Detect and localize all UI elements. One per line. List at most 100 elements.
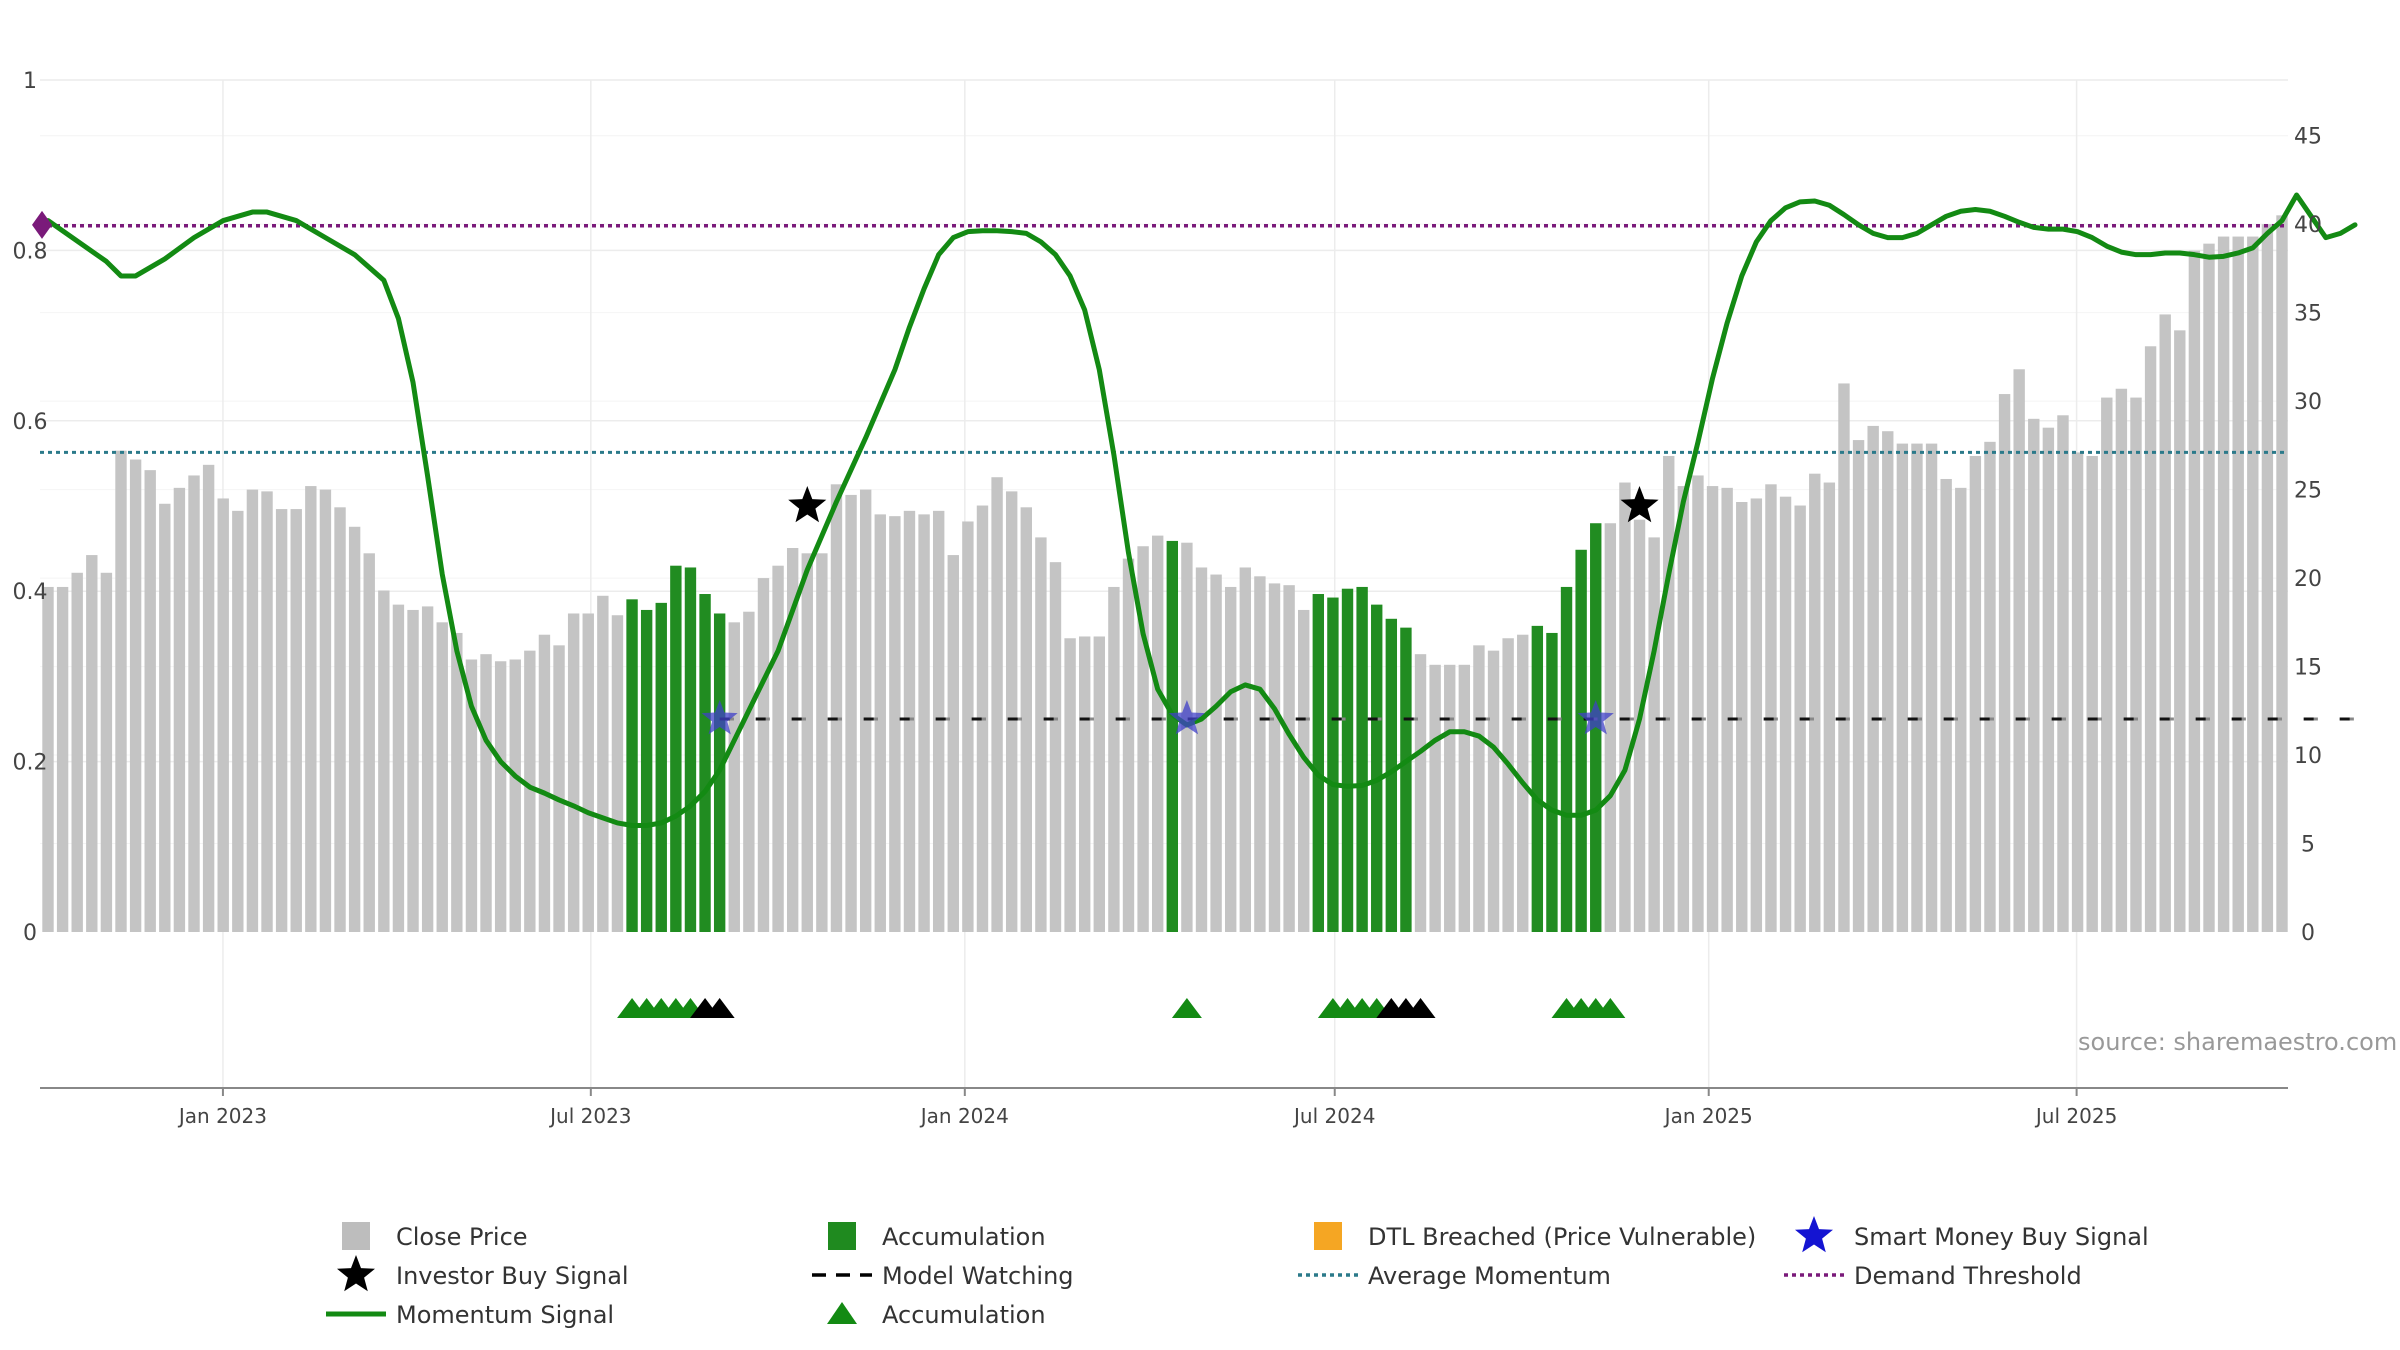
close-price-bar <box>1093 636 1105 932</box>
close-price-bar <box>962 521 974 932</box>
close-price-bar <box>494 661 507 932</box>
close-price-bar <box>465 659 478 932</box>
price-bars <box>42 215 2288 933</box>
close-price-bar <box>1005 491 1018 932</box>
legend-star-icon <box>1795 1216 1833 1253</box>
close-price-bar <box>100 572 113 932</box>
legend-swatch <box>342 1222 370 1250</box>
close-price-bar <box>1020 507 1032 932</box>
smart-money-buy-star <box>701 700 738 735</box>
close-price-bar <box>2174 330 2186 932</box>
close-price-bar <box>918 514 930 932</box>
accumulation-bar <box>1371 604 1383 932</box>
close-price-bar <box>392 604 405 932</box>
legend-item: Smart Money Buy Signal <box>1795 1216 2149 1253</box>
y-left-tick-label: 1 <box>23 69 37 94</box>
close-price-bar <box>1078 636 1091 932</box>
close-price-bar <box>348 526 361 932</box>
close-price-bar <box>2276 215 2288 933</box>
accumulation-bar <box>640 609 653 932</box>
y-left-tick-label: 0.2 <box>13 751 48 776</box>
close-price-bar <box>1035 537 1047 932</box>
close-price-bar <box>363 553 375 932</box>
y-right-tick-label: 35 <box>2294 302 2322 327</box>
legend-label: Demand Threshold <box>1854 1262 2082 1290</box>
legend-star-icon <box>337 1255 375 1292</box>
close-price-bar <box>786 548 799 932</box>
close-price-bar <box>275 509 288 932</box>
close-price-bar <box>553 645 565 932</box>
close-price-bar <box>1283 585 1295 932</box>
close-price-bar <box>71 572 83 932</box>
legend-swatch <box>1314 1222 1342 1250</box>
close-price-bar <box>1925 443 1938 932</box>
close-price-bar <box>801 553 813 932</box>
close-price-bar <box>173 487 186 932</box>
close-price-bar <box>305 486 317 932</box>
close-price-bar <box>436 622 448 932</box>
x-tick-label: Jul 2024 <box>1292 1104 1375 1128</box>
close-price-bar <box>2232 236 2244 933</box>
close-price-bar <box>1502 638 1514 932</box>
legend-label: Model Watching <box>882 1262 1074 1290</box>
close-price-bar <box>1181 542 1193 932</box>
legend-label: Investor Buy Signal <box>396 1262 629 1290</box>
close-price-bar <box>2071 452 2084 932</box>
close-price-bar <box>567 613 580 932</box>
investor-buy-star <box>788 486 827 523</box>
close-price-bar <box>859 489 872 932</box>
legend-swatch <box>828 1222 856 1250</box>
close-price-bar <box>1809 473 1821 932</box>
close-price-bar <box>1429 664 1441 932</box>
legend-item: Model Watching <box>812 1262 1074 1290</box>
close-price-bar <box>1225 586 1237 932</box>
close-price-bar <box>1736 501 1748 932</box>
close-price-bar <box>1677 486 1690 932</box>
close-price-bar <box>1998 394 2011 932</box>
close-price-bar <box>2144 346 2157 932</box>
close-price-bar <box>1663 455 1675 932</box>
close-price-bar <box>1823 482 1836 932</box>
close-price-bar <box>1706 486 1719 932</box>
close-price-bar <box>42 586 54 932</box>
close-price-bar <box>1268 583 1281 932</box>
close-price-bar <box>1108 586 1120 932</box>
accumulation-triangle-black <box>1405 998 1436 1018</box>
legend-label: Momentum Signal <box>396 1301 614 1329</box>
close-price-bar <box>1619 482 1631 932</box>
close-price-bar <box>1458 664 1471 932</box>
accumulation-bar <box>626 599 638 932</box>
close-price-bar <box>743 611 755 932</box>
accumulation-bar <box>684 567 697 932</box>
legend-label: Accumulation <box>882 1223 1046 1251</box>
close-price-bar <box>1254 576 1266 932</box>
close-price-bar <box>932 510 945 932</box>
y-right-tick-label: 5 <box>2301 833 2315 858</box>
y-right-tick-label: 20 <box>2294 567 2322 592</box>
close-price-bar <box>1137 546 1149 932</box>
close-price-bar <box>1298 609 1310 932</box>
signal-lines <box>40 192 2358 828</box>
close-price-bar <box>1779 496 1792 932</box>
legend-item: Momentum Signal <box>326 1301 614 1329</box>
y-left-tick-label: 0.4 <box>13 580 48 605</box>
close-price-bar <box>1838 383 1850 932</box>
axes: Jan 2023 Jul 2023 Jan 2024 Jul 2024 Jan 2025… <box>13 69 2323 1128</box>
close-price-bar <box>115 450 127 932</box>
accumulation-bar <box>1341 588 1354 932</box>
accumulation-bar <box>1400 627 1412 932</box>
close-price-bar <box>144 470 156 932</box>
close-price-bar <box>1940 478 1952 932</box>
legend-item: Average Momentum <box>1298 1262 1611 1290</box>
close-price-bar <box>1487 650 1500 932</box>
close-price-bar <box>2217 236 2230 933</box>
accumulation-bar <box>1356 586 1368 932</box>
close-price-bar <box>1414 654 1427 932</box>
close-price-bar <box>378 590 390 932</box>
close-price-bar <box>1867 425 1879 932</box>
close-price-bar <box>1721 487 1733 932</box>
accumulation-bar <box>655 602 667 932</box>
close-price-bar <box>830 484 843 932</box>
legend-item: Accumulation <box>827 1301 1046 1329</box>
